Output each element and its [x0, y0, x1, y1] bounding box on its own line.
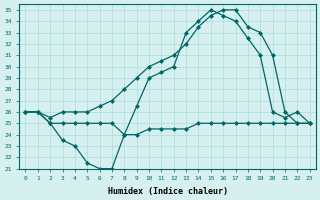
X-axis label: Humidex (Indice chaleur): Humidex (Indice chaleur) [108, 187, 228, 196]
